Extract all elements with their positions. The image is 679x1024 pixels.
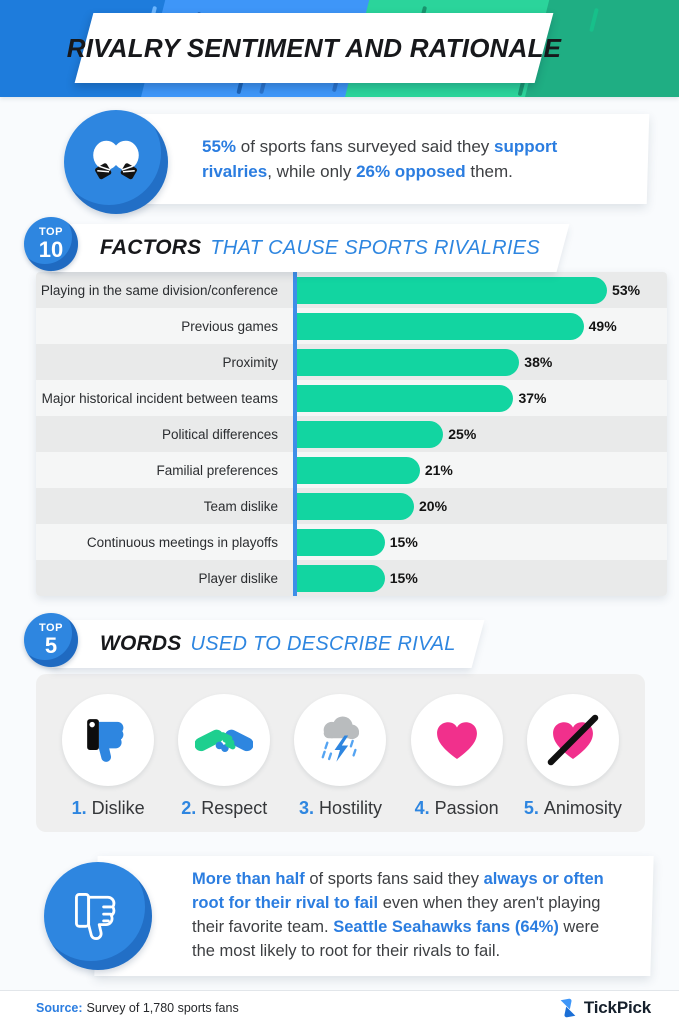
factors-title-bold: FACTORS [100, 236, 202, 259]
chart-row: Familial preferences 21% [36, 452, 667, 488]
callout-card: More than half of sports fans said they … [94, 856, 654, 976]
callout-section: More than half of sports fans said they … [0, 856, 679, 980]
bar [297, 348, 520, 376]
boxing-gloves-badge [64, 110, 168, 214]
page-title: RIVALRY SENTIMENT AND RATIONALE [66, 32, 562, 63]
tickpick-logo-icon [560, 998, 576, 1017]
bar-value: 20% [419, 498, 448, 514]
bar [297, 564, 385, 592]
word-item-dislike: 1. Dislike [50, 693, 166, 819]
source-note: Source: Survey of 1,780 sports fans [36, 1001, 239, 1015]
bar-value: 15% [389, 570, 418, 586]
word-rank: 1. [71, 797, 87, 818]
boxing-gloves-icon [93, 140, 139, 180]
word-item-passion: 4. Passion [399, 693, 515, 819]
chart-row: Team dislike 20% [36, 488, 667, 524]
brand-name: TickPick [583, 997, 651, 1017]
word-rank: 2. [181, 797, 197, 818]
bar-label: Familial preferences [156, 462, 278, 478]
bar-label: Continuous meetings in playoffs [86, 534, 278, 550]
bar-label: Playing in the same division/conference [40, 282, 278, 298]
source-label: Source: [36, 1000, 83, 1015]
header-band: RIVALRY SENTIMENT AND RATIONALE [0, 0, 679, 97]
bar-value: 21% [424, 462, 453, 478]
words-heading: TOP 5 WORDS USED TO DESCRIBE RIVAL [0, 612, 679, 670]
intro-section: 55% of sports fans surveyed said they su… [0, 110, 679, 214]
factors-bar-chart: Playing in the same division/conference 5… [36, 272, 667, 596]
intro-stat-26: 26% opposed [356, 162, 466, 181]
bar [297, 312, 584, 340]
intro-stat-55: 55% [202, 136, 237, 156]
chart-axis-line [293, 272, 297, 596]
bar-value: 49% [588, 318, 617, 334]
bar-value: 38% [524, 354, 553, 370]
word-item-hostility: 3. Hostility [282, 693, 398, 819]
handshake-icon [195, 729, 254, 752]
top10-badge: TOP 10 [24, 217, 78, 271]
thumbs-down-badge [44, 862, 152, 970]
bar-label: Proximity [222, 354, 278, 370]
words-title-bold: WORDS [100, 632, 182, 655]
bar [297, 420, 444, 448]
badge-number: 10 [38, 237, 64, 262]
bar [297, 456, 420, 484]
title-banner: RIVALRY SENTIMENT AND RATIONALE [67, 13, 561, 83]
bar-value: 25% [448, 426, 477, 442]
footer: Source: Survey of 1,780 sports fans TickP… [0, 990, 679, 1024]
bar [297, 276, 608, 304]
word-rank: 5. [523, 797, 539, 818]
storm-cloud-icon [322, 715, 360, 762]
bar-label: Previous games [181, 318, 278, 334]
source-text: Survey of 1,780 sports fans [86, 1000, 239, 1015]
chart-row: Proximity 38% [36, 344, 667, 380]
chart-row: Political differences 25% [36, 416, 667, 452]
thumbs-down-icon [87, 718, 124, 762]
bar-value: 15% [389, 534, 418, 550]
bar [297, 528, 385, 556]
badge-number: 5 [44, 633, 58, 658]
intro-text: 55% of sports fans surveyed said they su… [202, 136, 558, 182]
tickpick-logo[interactable]: TickPick [557, 997, 651, 1019]
bar-label: Team dislike [203, 498, 278, 514]
word-text: Dislike [91, 797, 145, 818]
bar-label: Major historical incident between teams [41, 390, 278, 406]
chart-row: Previous games 49% [36, 308, 667, 344]
intro-card: 55% of sports fans surveyed said they su… [118, 114, 650, 204]
words-card: 1. Dislike 2. Respect [36, 674, 645, 832]
bar-value: 37% [518, 390, 547, 406]
factors-title-banner: FACTORS THAT CAUSE SPORTS RIVALRIES [51, 224, 570, 272]
words-title-rest: USED TO DESCRIBE RIVAL [190, 632, 456, 655]
words-title-banner: WORDS USED TO DESCRIBE RIVAL [51, 620, 485, 668]
bar-value: 53% [612, 282, 641, 298]
thumbs-down-outline-icon [75, 893, 116, 940]
badge-top-label: TOP [39, 622, 63, 634]
callout-more-than-half: More than half [192, 870, 305, 889]
heart-slash-icon [547, 714, 599, 765]
callout-seahawks-stat: Seattle Seahawks fans (64%) [333, 918, 559, 936]
word-text: Passion [434, 797, 499, 818]
chart-row: Continuous meetings in playoffs 15% [36, 524, 667, 560]
word-rank: 3. [298, 797, 314, 818]
callout-text: More than half of sports fans said they … [192, 870, 604, 960]
bar-label: Player dislike [198, 570, 278, 586]
top5-badge: TOP 5 [24, 613, 78, 667]
chart-row: Player dislike 15% [36, 560, 667, 596]
word-item-respect: 2. Respect [166, 693, 282, 819]
word-item-animosity: 5. Animosity [515, 693, 631, 819]
factors-heading: TOP 10 FACTORS THAT CAUSE SPORTS RIVALRI… [0, 216, 679, 274]
bar [297, 492, 414, 520]
word-text: Respect [201, 797, 268, 818]
factors-title-rest: THAT CAUSE SPORTS RIVALRIES [210, 236, 541, 259]
word-rank: 4. [414, 797, 430, 818]
bar-label: Political differences [161, 426, 278, 442]
header-dash [589, 7, 599, 33]
chart-row: Major historical incident between teams 3… [36, 380, 667, 416]
heart-icon [436, 721, 477, 759]
word-text: Animosity [543, 797, 622, 818]
bar [297, 384, 514, 412]
chart-row: Playing in the same division/conference 5… [36, 272, 667, 308]
word-text: Hostility [318, 797, 382, 818]
badge-top-label: TOP [39, 226, 63, 238]
